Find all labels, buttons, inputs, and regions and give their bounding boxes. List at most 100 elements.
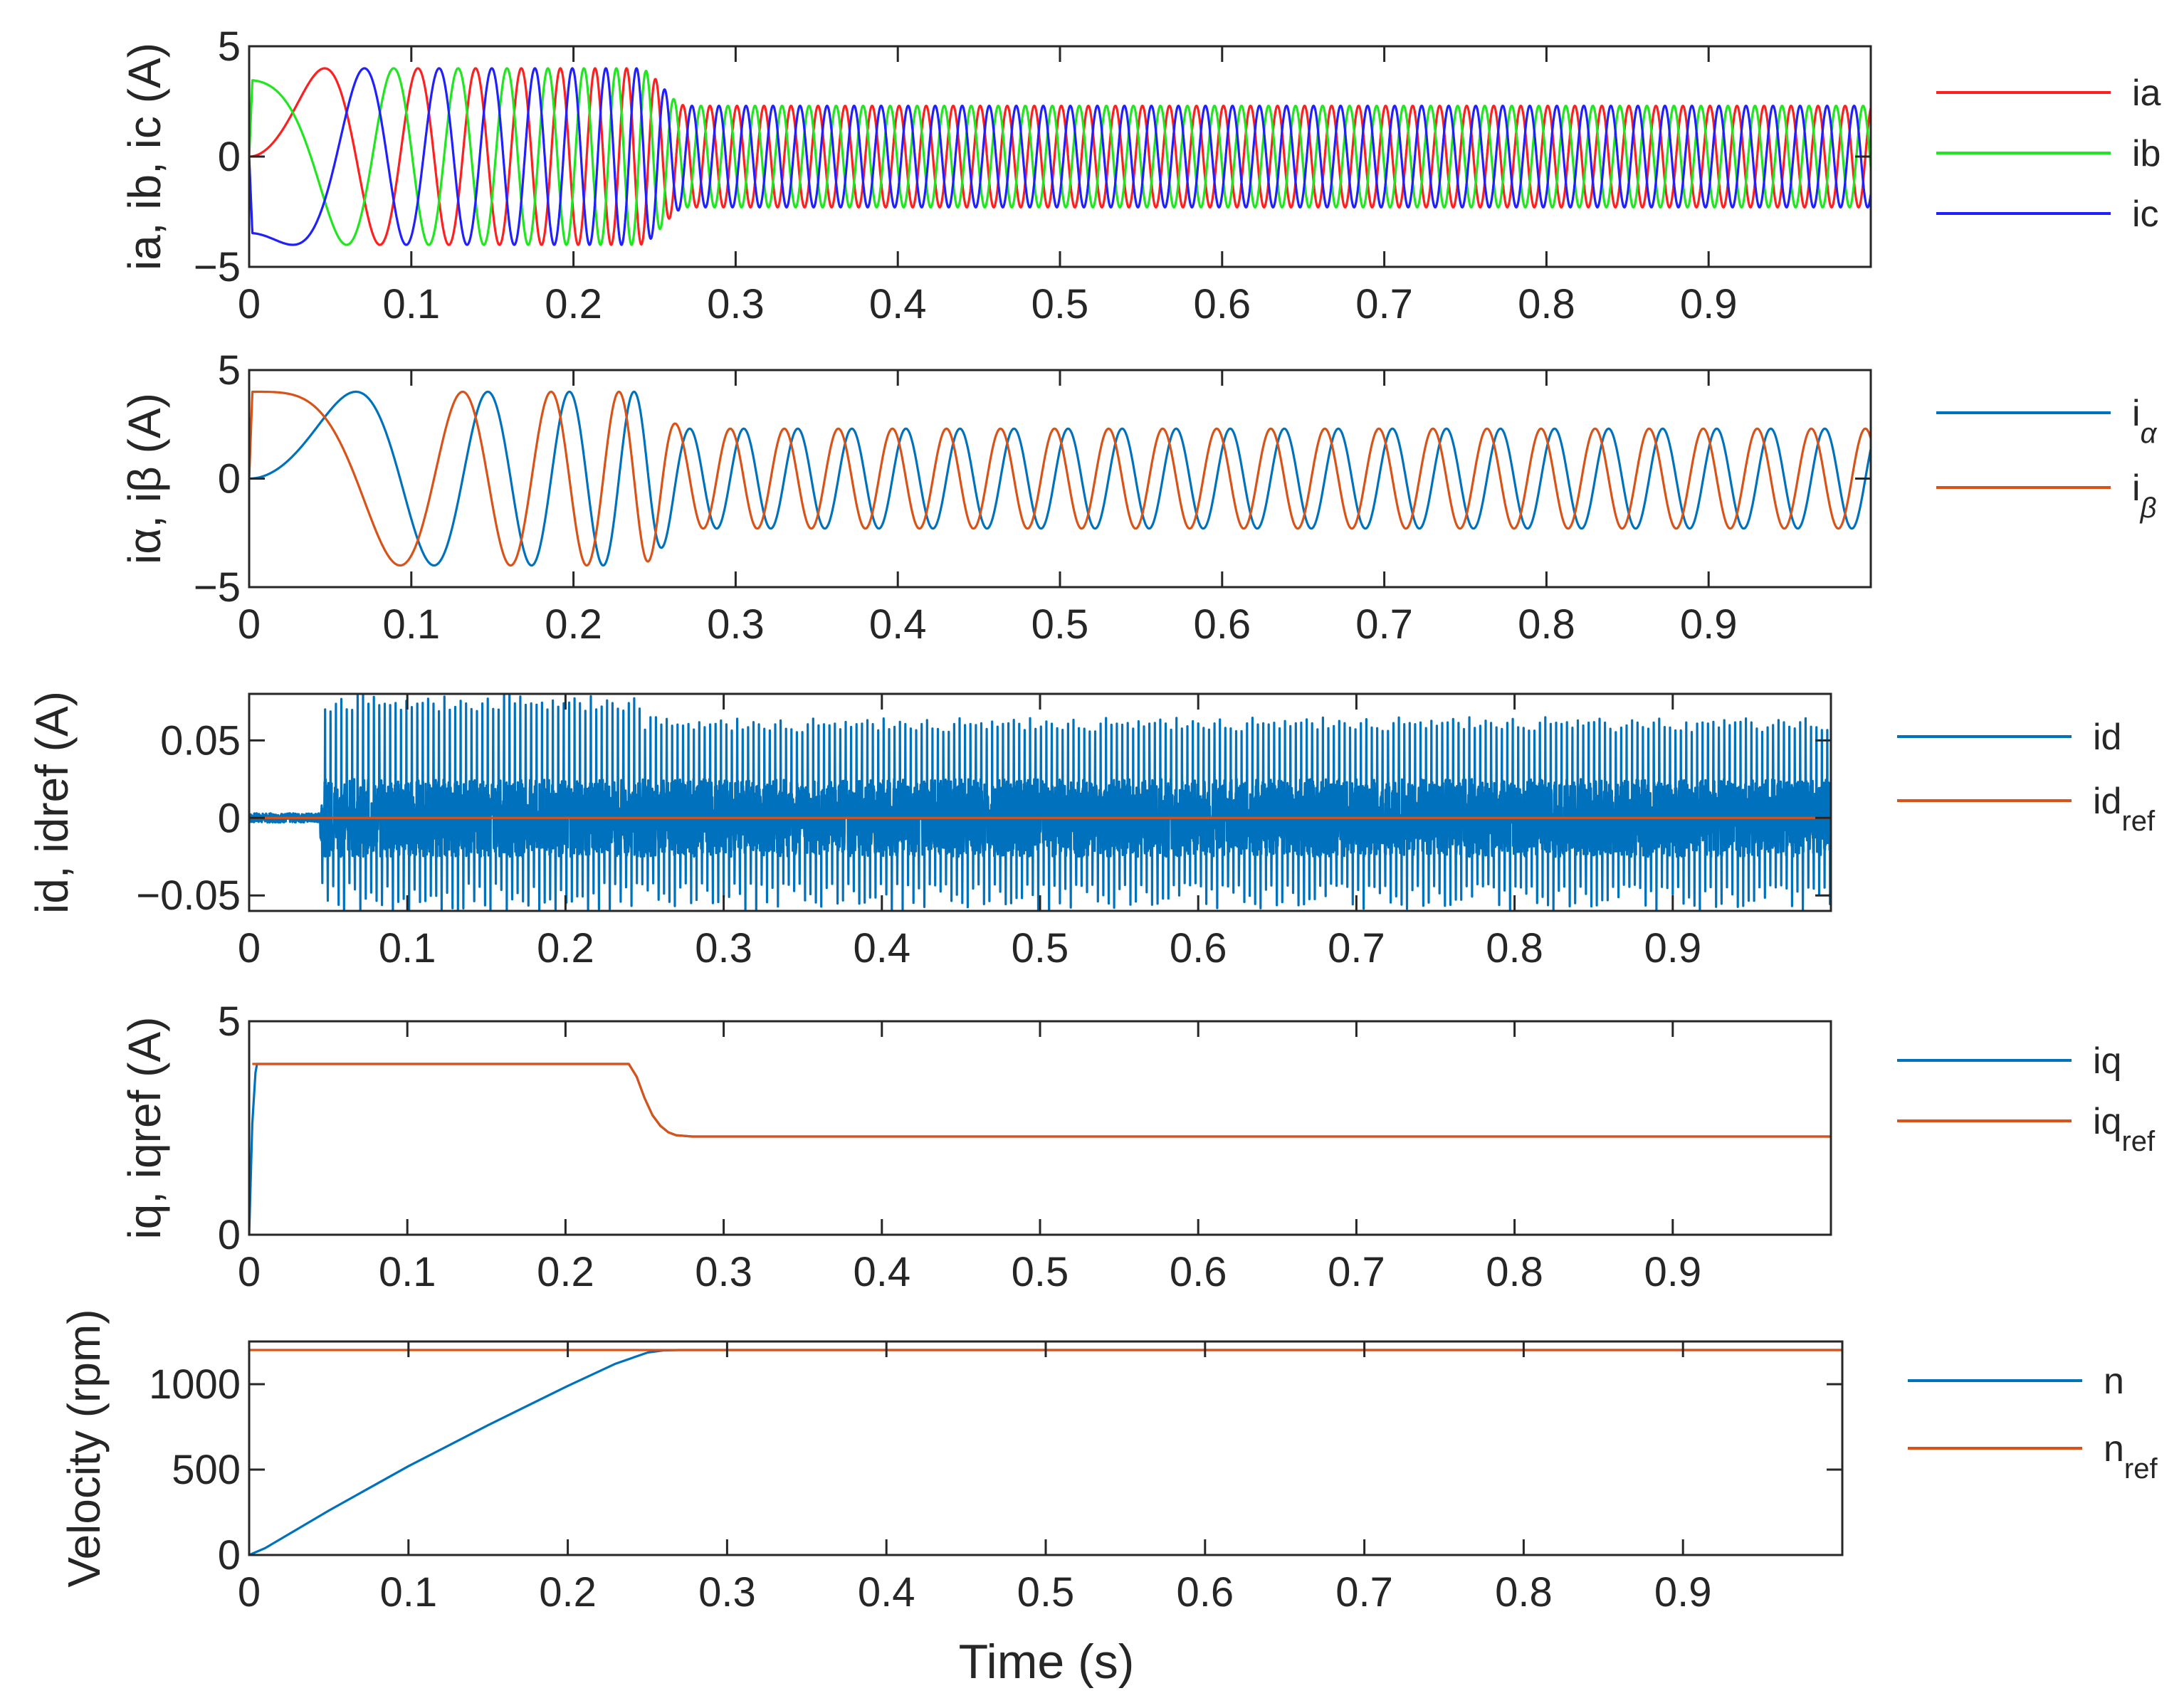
legend-item-ib: ib <box>1936 133 2161 174</box>
x-tick-label: 0 <box>238 1249 261 1295</box>
x-tick-label: 0.6 <box>1170 1249 1227 1295</box>
y-tick-label: 0 <box>218 795 241 841</box>
legend-item-iα: iα <box>1936 393 2158 449</box>
x-tick-label: 0.1 <box>382 281 440 327</box>
x-tick-label: 0.4 <box>869 281 927 327</box>
x-tick-label: 0 <box>238 281 261 327</box>
legend: id idref <box>1897 717 2156 837</box>
legend-label: iβ <box>2132 468 2156 524</box>
x-tick-label: 0.4 <box>858 1569 915 1615</box>
x-tick-label: 0.2 <box>537 1249 594 1295</box>
x-tick-label: 0.2 <box>537 925 594 971</box>
x-tick-label: 0.6 <box>1193 601 1251 648</box>
y-tick-label: 5 <box>218 347 241 394</box>
legend-item-idref: idref <box>1897 781 2156 837</box>
y-axis-label: iα, iβ (A) <box>119 393 170 564</box>
y-tick-label: −5 <box>194 564 241 611</box>
x-tick-label: 0.1 <box>382 601 440 648</box>
legend-label: ia <box>2132 73 2161 114</box>
x-tick-label: 0.8 <box>1518 281 1575 327</box>
series-line-ic <box>249 67 1871 246</box>
y-tick-label: 0 <box>218 134 241 180</box>
series-line-iβ <box>249 390 1871 567</box>
x-tick-label: 0.6 <box>1176 1569 1234 1615</box>
series-line-ia <box>249 67 1871 246</box>
legend-item-nref: nref <box>1908 1428 2158 1485</box>
legend-item-ic: ic <box>1936 194 2159 235</box>
subplot-q_axis_current: 0 0.1 0.2 0.3 0.4 0.5 0.6 0.7 0.8 0.9 0 5 iq, iqref … <box>119 998 2156 1295</box>
legend-label: iqref <box>2093 1101 2156 1157</box>
series-line-iα <box>249 390 1871 567</box>
x-tick-label: 0.4 <box>853 1249 910 1295</box>
x-tick-label: 0.7 <box>1335 1569 1393 1615</box>
y-tick-label: 5 <box>218 998 241 1045</box>
x-tick-label: 0 <box>238 1569 261 1615</box>
y-tick-label: 500 <box>172 1447 241 1493</box>
legend-item-iβ: iβ <box>1936 468 2156 524</box>
x-tick-label: 0.2 <box>545 601 602 648</box>
x-tick-label: 0.5 <box>1031 601 1089 648</box>
x-tick-label: 0.9 <box>1644 925 1701 971</box>
legend-label: ib <box>2132 133 2161 174</box>
x-tick-label: 0.1 <box>379 1249 436 1295</box>
y-tick-label: 0 <box>218 456 241 502</box>
x-tick-label: 0.9 <box>1680 281 1738 327</box>
x-tick-label: 0.5 <box>1012 1249 1069 1295</box>
series-line-id <box>249 694 1831 911</box>
x-tick-label: 0.1 <box>379 925 436 971</box>
legend-label: iα <box>2132 393 2158 449</box>
legend: iα iβ <box>1936 393 2158 524</box>
y-tick-label: 0.05 <box>160 717 241 764</box>
x-tick-label: 0.3 <box>707 601 765 648</box>
figure-x-axis-label: Time (s) <box>959 1635 1135 1689</box>
x-tick-label: 0.3 <box>695 1249 752 1295</box>
subplot-velocity: 0 0.1 0.2 0.3 0.4 0.5 0.6 0.7 0.8 0.9 0 500 1000 Velo… <box>58 1309 2158 1615</box>
plot-area <box>249 67 1871 246</box>
legend-label: id <box>2093 717 2121 758</box>
plot-area <box>249 694 1831 911</box>
x-tick-label: 0.7 <box>1328 1249 1385 1295</box>
legend-item-n: n <box>1908 1361 2124 1402</box>
legend-item-iqref: iqref <box>1897 1101 2156 1157</box>
y-axis-label: Velocity (rpm) <box>58 1309 110 1587</box>
y-tick-label: −5 <box>194 244 241 290</box>
x-tick-label: 0.7 <box>1328 925 1385 971</box>
x-tick-label: 0.2 <box>545 281 602 327</box>
x-tick-label: 0.3 <box>698 1569 756 1615</box>
legend: ia ib ic <box>1936 73 2161 235</box>
legend-label: nref <box>2104 1428 2158 1485</box>
y-tick-label: −0.05 <box>136 873 241 919</box>
x-tick-label: 0.6 <box>1193 281 1251 327</box>
series-line-iqref <box>252 1063 1831 1138</box>
y-axis-label: iq, iqref (A) <box>119 1017 170 1240</box>
legend-label: ic <box>2132 194 2159 235</box>
legend-item-ia: ia <box>1936 73 2161 114</box>
x-tick-label: 0.3 <box>707 281 765 327</box>
series-line-ib <box>249 67 1871 246</box>
x-tick-label: 0.5 <box>1017 1569 1075 1615</box>
legend-item-id: id <box>1897 717 2121 758</box>
x-tick-label: 0.9 <box>1644 1249 1701 1295</box>
y-tick-label: 0 <box>218 1532 241 1578</box>
x-tick-label: 0 <box>238 925 261 971</box>
x-tick-label: 0.1 <box>379 1569 437 1615</box>
x-tick-label: 0.7 <box>1355 281 1413 327</box>
legend-label: iq <box>2093 1040 2121 1082</box>
plot-area <box>249 390 1871 567</box>
y-tick-label: 0 <box>218 1212 241 1258</box>
subplot-d_axis_current: 0 0.1 0.2 0.3 0.4 0.5 0.6 0.7 0.8 0.9 −0.05 0 0.05 id… <box>26 691 2156 971</box>
x-tick-label: 0.8 <box>1518 601 1575 648</box>
y-axis-label: id, idref (A) <box>26 691 78 914</box>
y-axis-label: ia, ib, ic (A) <box>119 43 170 270</box>
plot-area <box>249 1063 1831 1235</box>
x-tick-label: 0.3 <box>695 925 752 971</box>
x-tick-label: 0.6 <box>1170 925 1227 971</box>
legend: n nref <box>1908 1361 2158 1485</box>
x-tick-label: 0.5 <box>1031 281 1089 327</box>
x-tick-label: 0.8 <box>1486 925 1543 971</box>
x-tick-label: 0.5 <box>1012 925 1069 971</box>
